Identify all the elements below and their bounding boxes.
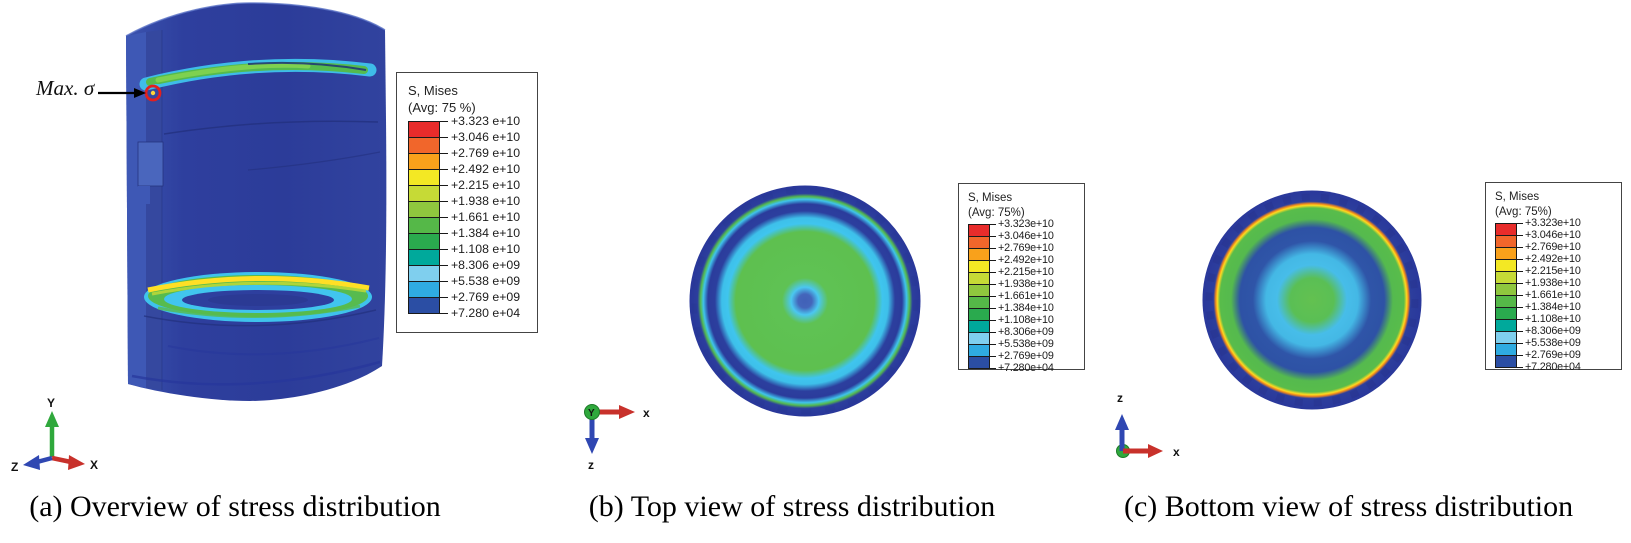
casing-notch [137,141,164,187]
legend-tick-label: +1.384 e+10 [440,225,520,241]
legend-c-subtitle: (Avg: 75%) [1495,205,1552,218]
caption-b: (b) Top view of stress distribution [588,490,996,523]
legend-tick-label: +2.215e+10 [1517,265,1581,277]
legend-tick-label: +2.769e+10 [990,242,1054,254]
legend-tick-label: +3.323e+10 [990,218,1054,230]
max-stress-arrow [98,88,146,98]
cut-face [126,32,146,388]
axis-triad-c: z x [1115,391,1180,459]
legend-tick-label: +1.108e+10 [990,314,1054,326]
disc-top-view [689,185,921,417]
axis-label-z: z [1117,391,1123,405]
legend-b-colorbar [968,224,990,370]
legend-tick-label: +1.661e+10 [1517,289,1581,301]
legend-tick-label: +2.215 e+10 [440,177,520,193]
axis-label-z: z [588,458,594,472]
legend-a-colorbar [408,121,440,315]
legend-tick-label: +2.769e+09 [1517,349,1581,361]
legend-tick-label: +3.323 e+10 [440,113,520,129]
legend-tick-label: +1.938e+10 [990,278,1054,290]
legend-tick-label: +1.384e+10 [1517,301,1581,313]
axis-label-x: X [90,458,98,472]
axis-label-z: Z [11,460,18,474]
caption-c: (c) Bottom view of stress distribution [1124,490,1574,523]
legend-tick-label: +1.108e+10 [1517,313,1581,325]
legend-tick-label: +2.492 e+10 [440,161,520,177]
legend-b-subtitle: (Avg: 75%) [968,206,1025,219]
caption-a: (a) Overview of stress distribution [29,490,441,523]
legend-tick-label: +8.306e+09 [990,326,1054,338]
legend-tick-label: +2.769e+10 [1517,241,1581,253]
legend-tick-label: +3.323e+10 [1517,217,1581,229]
legend-tick-label: +5.538e+09 [1517,337,1581,349]
legend-tick-label: +1.661 e+10 [440,209,520,225]
legend-tick-label: +8.306 e+09 [440,257,520,273]
legend-tick-label: +2.769 e+09 [440,289,520,305]
axis-triad-a: Y X Z [11,396,98,474]
legend-tick-label: +1.108 e+10 [440,241,520,257]
axis-label-y: Y [47,396,55,410]
axis-label-y-origin: Y [588,408,595,419]
legend-tick-label: +3.046e+10 [990,230,1054,242]
legend-a-subtitle: (Avg: 75 %) [408,99,476,115]
legend-b: S, Mises (Avg: 75%) +3.323e+10 +3.046e+1… [958,183,1085,374]
legend-tick-label: +2.492e+10 [990,254,1054,266]
axis-label-x: x [643,406,650,420]
cylinder-model [125,2,387,401]
legend-tick-label: +1.938e+10 [1517,277,1581,289]
legend-c: S, Mises (Avg: 75%) +3.323e+10 +3.046e+1… [1485,182,1622,373]
legend-tick-label: +7.280 e+04 [440,305,520,321]
disc-bottom-view [1202,190,1422,410]
legend-a-title: S, Mises [408,83,458,98]
axis-triad-b: Y x z [584,404,650,472]
legend-tick-label: +1.938 e+10 [440,193,520,209]
legend-tick-label: +1.661e+10 [990,290,1054,302]
legend-c-title: S, Mises [1495,191,1540,203]
legend-tick-label: +2.769e+09 [990,350,1054,362]
max-stress-label: Max. σ [36,76,95,100]
legend-c-colorbar [1495,223,1517,369]
legend-tick-label: +5.538e+09 [990,338,1054,350]
legend-b-title: S, Mises [968,192,1013,204]
legend-tick-label: +8.306e+09 [1517,325,1581,337]
top-stress-band [139,58,377,92]
axis-label-x: x [1173,445,1180,459]
legend-tick-label: +7.280e+04 [1517,361,1581,373]
legend-tick-label: +1.384e+10 [990,302,1054,314]
legend-tick-label: +7.280e+04 [990,362,1054,374]
legend-tick-label: +2.215e+10 [990,266,1054,278]
legend-tick-label: +3.046e+10 [1517,229,1581,241]
bottom-stress-band [144,272,372,322]
legend-a: S, Mises (Avg: 75 %) +3.323 e+10 +3.046 … [396,72,538,333]
legend-tick-label: +3.046 e+10 [440,129,520,145]
legend-tick-label: +2.492e+10 [1517,253,1581,265]
legend-tick-label: +5.538 e+09 [440,273,520,289]
legend-tick-label: +2.769 e+10 [440,145,520,161]
